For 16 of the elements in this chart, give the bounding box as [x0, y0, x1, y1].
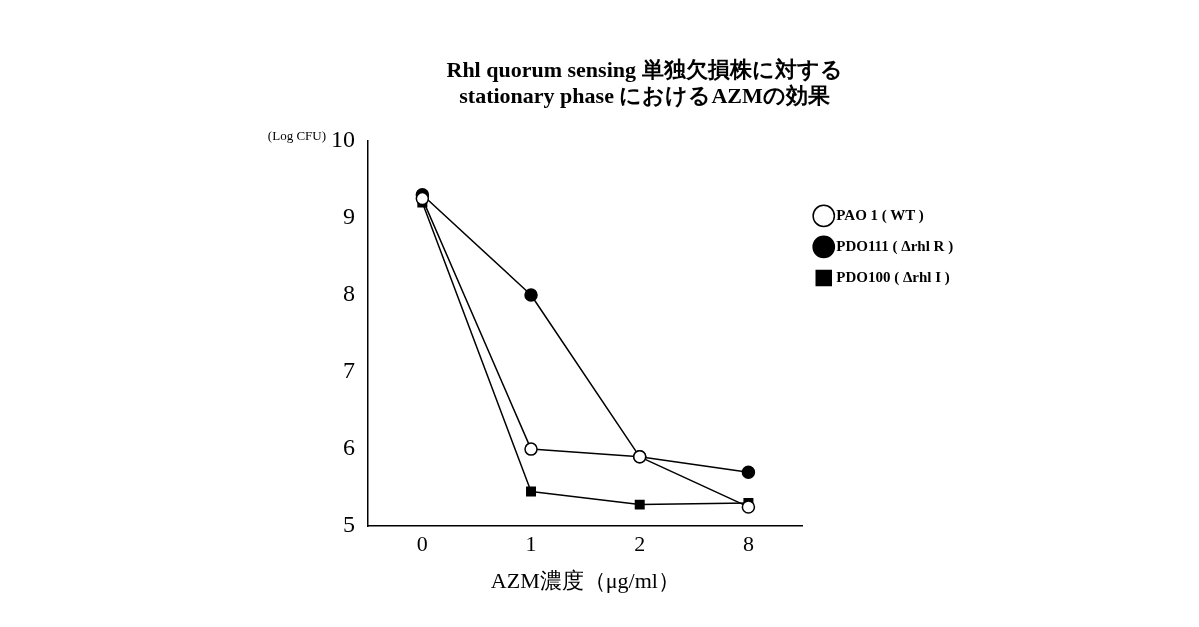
x-tick-label: 2	[634, 531, 646, 557]
legend-label: PAO 1 ( WT )	[836, 206, 924, 224]
x-tick-label: 8	[742, 531, 754, 557]
legend-label: PDO100 ( Δrhl I )	[836, 268, 950, 286]
x-tick-label: 1	[525, 531, 537, 557]
y-tick-label: 5	[343, 511, 355, 538]
chart-title: Rhl quorum sensing 単独欠損株に対する stationary phase におけるAZMの効果	[446, 56, 843, 109]
y-axis-title: (Log CFU)	[267, 128, 326, 144]
x-axis-title: AZM濃度（μg/ml）	[490, 567, 680, 593]
y-tick-label: 6	[343, 434, 355, 461]
y-tick-label: 8	[343, 280, 355, 307]
y-tick-label: 10	[331, 126, 355, 153]
y-tick-label: 9	[343, 203, 355, 230]
x-tick-label: 0	[416, 531, 428, 557]
legend-label: PDO111 ( Δrhl R )	[836, 237, 954, 255]
y-tick-label: 7	[343, 357, 355, 384]
